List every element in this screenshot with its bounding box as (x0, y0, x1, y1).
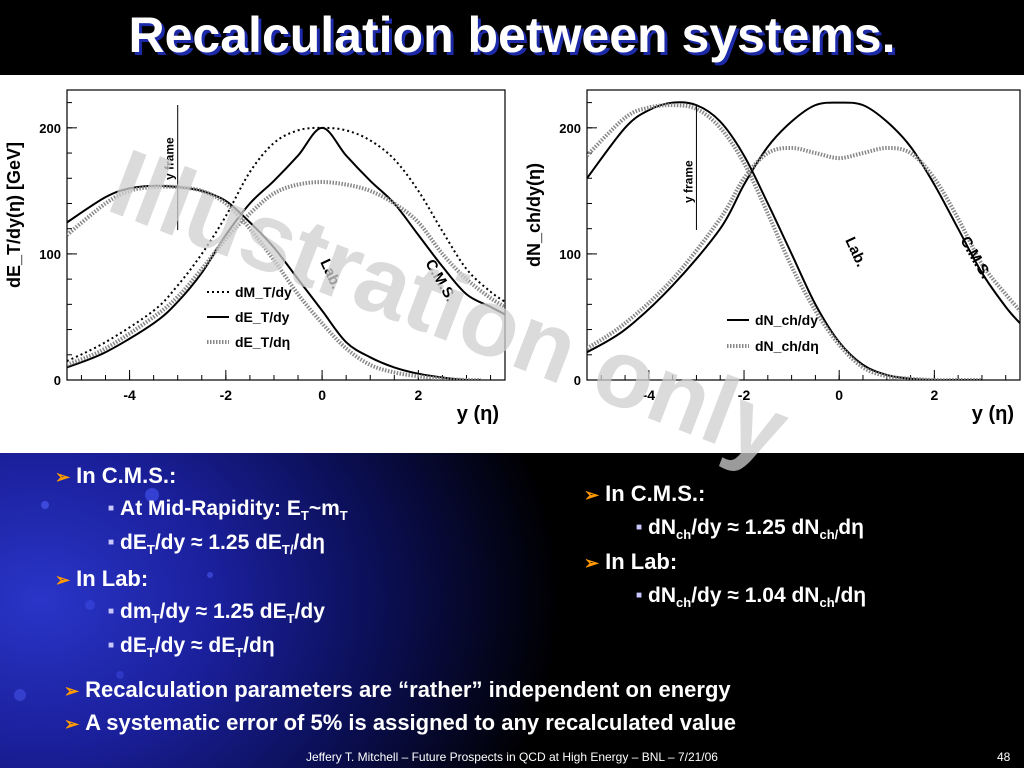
arrow-icon: ➢ (64, 714, 80, 734)
y-tick-label: 100 (39, 247, 61, 262)
y-tick-label: 100 (559, 247, 581, 262)
square-bullet-icon: ■ (108, 503, 115, 514)
bullet-bottom-1: ➢ Recalculation parameters are “rather” i… (64, 677, 731, 702)
legend-label: dN_ch/dη (755, 338, 819, 354)
bullet-right-lab: ➢ In Lab: (584, 549, 678, 574)
legend-label: dE_T/dy (235, 309, 290, 325)
arrow-icon: ➢ (55, 570, 71, 590)
chart-nch: -4 -2 0 2 0 100 200 y (η) dN_ch/dy(η) y frame Lab.… (524, 89, 1021, 425)
arrow-icon: ➢ (584, 553, 600, 573)
bullet-right-cms: ➢ In C.M.S.: (584, 481, 706, 506)
bullet-left-lab: ➢ In Lab: (55, 566, 149, 591)
series-line-1 (587, 145, 1020, 351)
x-axis-label: y (η) (972, 403, 1014, 425)
y-axis-label: dN_ch/dy(η) (524, 163, 544, 267)
y-tick-label: 200 (559, 121, 581, 136)
y-frame-label: y frame (163, 137, 177, 180)
y-frame-label: y frame (681, 160, 695, 203)
bullet-left-lab-sub1: ■ dmT/dy ≈ 1.25 dET/dy (108, 600, 325, 627)
series-line-4 (67, 184, 481, 380)
y-axis-label: dE_T/dy(η) [GeV] (4, 142, 24, 288)
series-line-3 (587, 103, 982, 380)
slide-title: Recalculation between systems. (128, 7, 896, 63)
lab-annotation: Lab. (841, 235, 869, 270)
x-tick-label: 2 (414, 387, 422, 403)
cms-annotation: C.M.S. (957, 234, 995, 282)
legend-label: dM_T/dy (235, 284, 292, 300)
square-bullet-icon: ■ (636, 590, 643, 601)
bullet-left-cms-sub2: ■ dET/dy ≈ 1.25 dET//dη (108, 531, 325, 558)
series-line-2 (67, 180, 505, 367)
arrow-icon: ➢ (64, 681, 80, 701)
footer: Jeffery T. Mitchell – Future Prospects i… (306, 750, 718, 764)
arrow-icon: ➢ (584, 485, 600, 505)
series-line-0 (67, 126, 505, 362)
bullet-bottom-2: ➢ A systematic error of 5% is assigned to… (64, 710, 736, 735)
series-line-1 (67, 126, 505, 369)
chart-et: -4 -2 0 2 0 100 200 y (η) dE_T/dy(η) [GeV] y fram… (4, 89, 506, 425)
x-tick-label: 0 (835, 387, 843, 403)
series-line-0 (587, 101, 1020, 354)
y-tick-label: 0 (574, 373, 581, 388)
decorative-dots (14, 488, 213, 701)
x-tick-label: 0 (318, 387, 326, 403)
square-bullet-icon: ■ (636, 522, 643, 533)
x-tick-label: -2 (738, 387, 751, 403)
y-tick-label: 0 (54, 373, 61, 388)
plot-frame (586, 89, 1021, 381)
legend-label: dN_ch/dy (755, 312, 818, 328)
plot-panel (0, 75, 1024, 453)
legend-label: dE_T/dη (235, 334, 290, 350)
square-bullet-icon: ■ (108, 537, 115, 548)
bullet-left-cms-sub1: ■ At Mid-Rapidity: ET~mT (108, 497, 348, 524)
page-number: 48 (997, 750, 1011, 764)
x-tick-label: -4 (123, 387, 136, 403)
x-tick-label: -2 (220, 387, 233, 403)
arrow-icon: ➢ (55, 467, 71, 487)
bullet-right-cms-sub: ■ dNch/dy ≈ 1.25 dNch/dη (636, 516, 864, 543)
y-tick-label: 200 (39, 121, 61, 136)
square-bullet-icon: ■ (108, 640, 115, 651)
x-axis-label: y (η) (457, 403, 499, 425)
bullet-right-lab-sub: ■ dNch/dy ≈ 1.04 dNch/dη (636, 584, 867, 611)
x-tick-label: 2 (930, 387, 938, 403)
x-tick-label: -4 (643, 387, 656, 403)
bullet-left-lab-sub2: ■ dET/dy ≈ dET/dη (108, 634, 275, 661)
bullet-left-cms: ➢ In C.M.S.: (55, 463, 177, 488)
square-bullet-icon: ■ (108, 606, 115, 617)
